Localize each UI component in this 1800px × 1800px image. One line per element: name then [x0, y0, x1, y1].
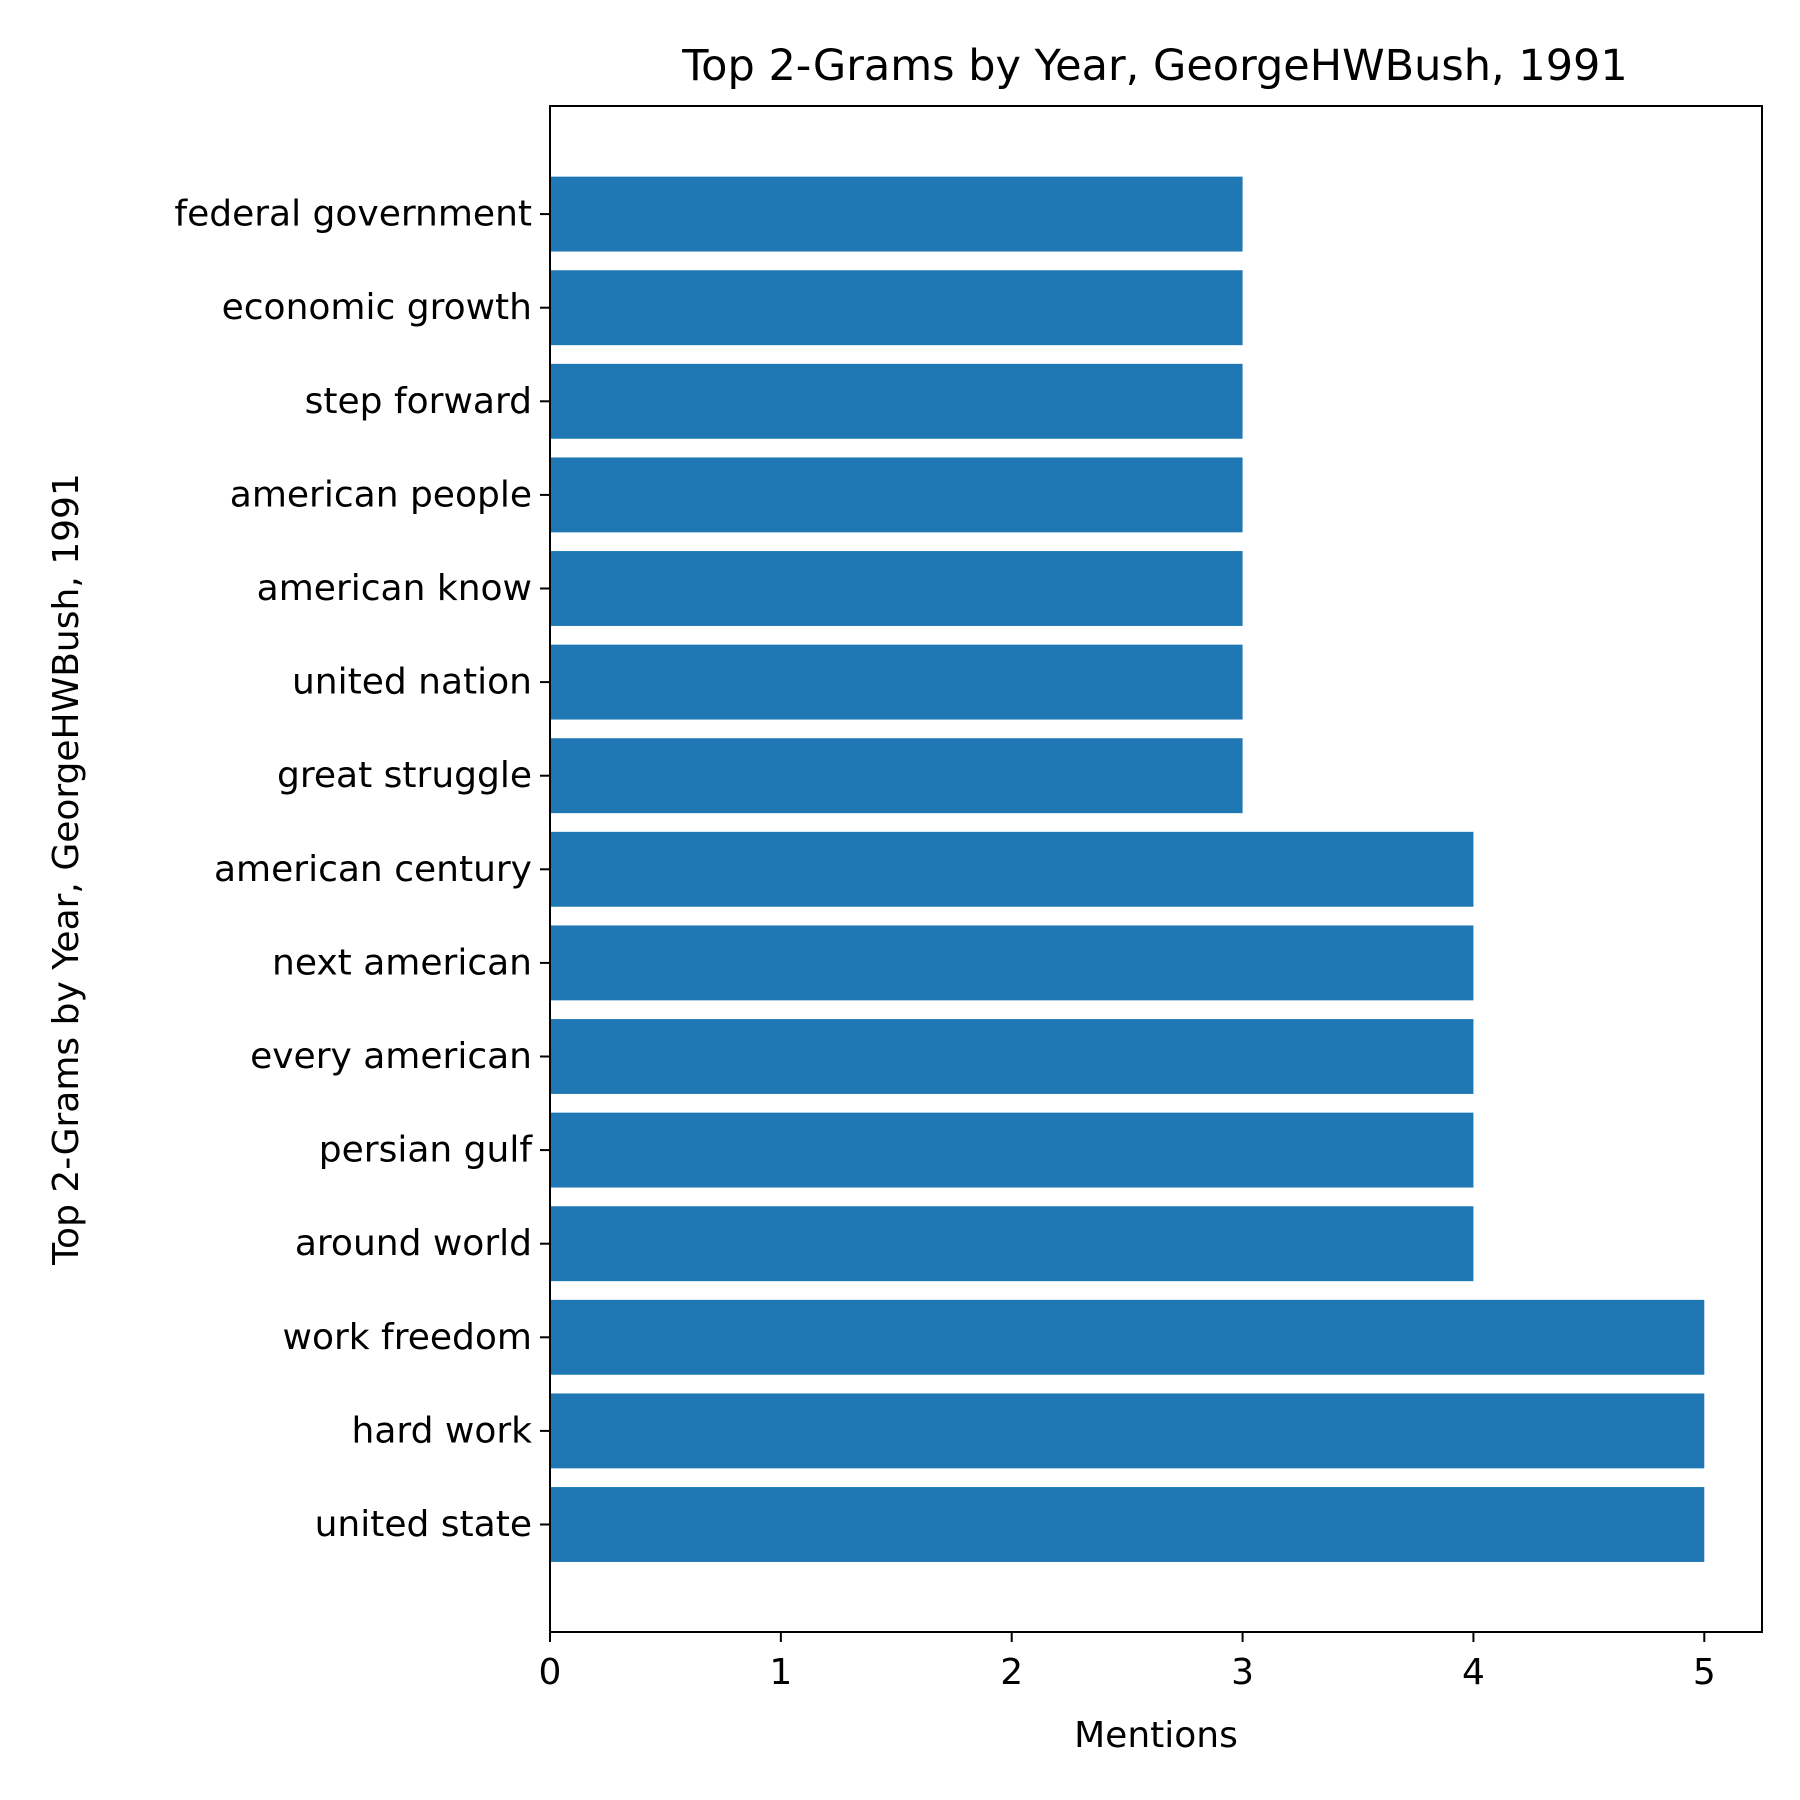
bar — [550, 831, 1474, 907]
x-axis: 0 1 2 3 4 5 — [539, 1632, 1716, 1693]
y-tick-label: united nation — [292, 662, 532, 703]
x-tick-label: 2 — [1000, 1652, 1023, 1693]
bar — [550, 925, 1474, 1001]
bar — [550, 1206, 1474, 1282]
y-tick-label: persian gulf — [319, 1130, 534, 1171]
x-tick-label: 4 — [1462, 1652, 1485, 1693]
bar — [550, 1487, 1705, 1562]
y-axis-title: Top 2-Grams by Year, GeorgeHWBush, 1991 — [46, 473, 87, 1266]
x-tick-label: 5 — [1693, 1652, 1716, 1693]
y-tick-label: around world — [295, 1223, 532, 1264]
bar — [550, 1393, 1705, 1469]
bar — [550, 176, 1243, 252]
y-tick-label: federal government — [174, 194, 532, 235]
y-tick-label: hard work — [352, 1410, 533, 1451]
bar — [550, 738, 1243, 814]
plot-frame — [549, 105, 1763, 1633]
bar — [550, 270, 1243, 346]
y-tick-label: every american — [250, 1036, 532, 1077]
x-axis-title: Mentions — [1074, 1715, 1238, 1756]
y-tick-label: united state — [315, 1504, 532, 1545]
x-tick-label: 1 — [769, 1652, 792, 1693]
bar — [550, 644, 1243, 720]
y-tick-label: economic growth — [222, 287, 532, 328]
y-axis: united state hard work work freedom around … — [174, 194, 550, 1545]
bar — [550, 1112, 1474, 1188]
bar — [550, 363, 1243, 439]
x-tick-label: 0 — [539, 1652, 562, 1693]
y-tick-label: american people — [230, 474, 532, 515]
y-tick-label: next american — [272, 942, 532, 983]
chart-title: Top 2-Grams by Year, GeorgeHWBush, 1991 — [681, 41, 1628, 91]
bars-layer — [550, 176, 1705, 1562]
bar — [550, 457, 1243, 533]
y-tick-label: american know — [257, 568, 532, 609]
x-tick-label: 3 — [1231, 1652, 1254, 1693]
y-tick-label: american century — [214, 849, 532, 890]
y-tick-label: great struggle — [277, 755, 532, 796]
y-tick-label: work freedom — [283, 1317, 533, 1358]
y-tick-label: step forward — [305, 381, 532, 422]
bar — [550, 551, 1243, 626]
bar — [550, 1299, 1705, 1375]
bar — [550, 1019, 1474, 1094]
